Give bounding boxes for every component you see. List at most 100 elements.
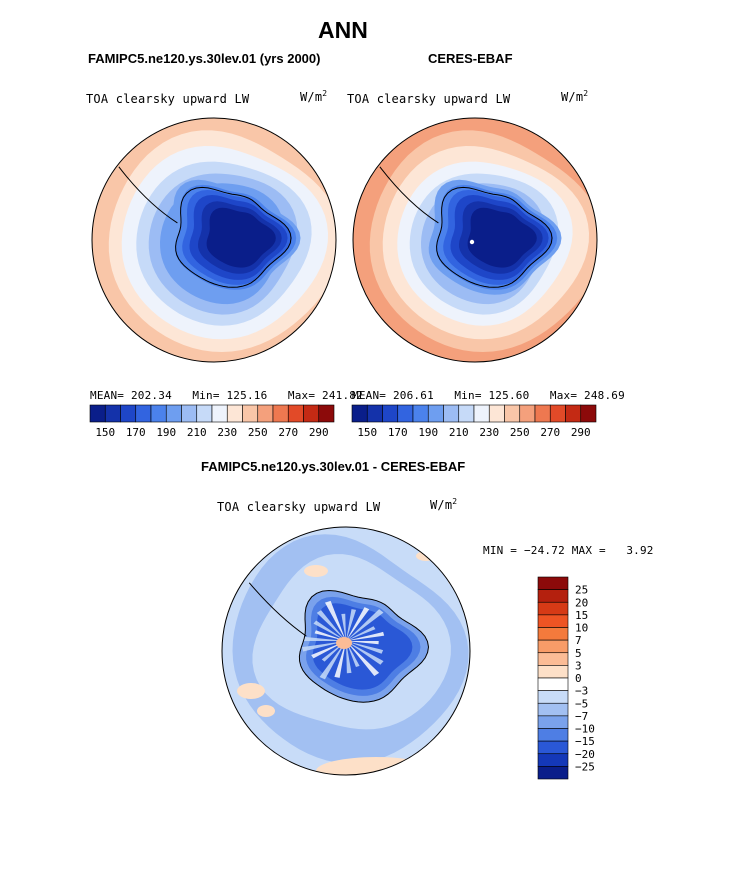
colorbar-swatch	[287, 404, 304, 423]
map-interior-streak	[334, 641, 346, 678]
colorbar-swatch	[89, 404, 106, 423]
map-border	[91, 117, 337, 363]
map-coastline	[175, 186, 292, 288]
colorbar-swatch	[537, 652, 569, 666]
map-pole-hole	[469, 239, 475, 245]
map-warm-patch	[237, 683, 265, 699]
map-interior-streak	[314, 630, 346, 641]
diff-units-label: W/m2	[430, 497, 458, 512]
colorbar-swatch	[537, 740, 569, 755]
model-stats: MEAN= 202.34 Min= 125.16 Max= 241.82	[90, 389, 363, 402]
obs-stats: MEAN= 206.61 Min= 125.60 Max= 248.69	[352, 389, 625, 402]
diff-stats: MIN = −24.72 MAX = 3.92	[483, 544, 654, 557]
colorbar-swatch	[196, 404, 213, 423]
colorbar-tick-label: 190	[418, 426, 438, 439]
colorbar-tick-label: 230	[479, 426, 499, 439]
colorbar-swatch	[458, 404, 475, 423]
model-max-label: Max=	[287, 389, 316, 402]
obs-min-label: Min=	[454, 389, 482, 402]
map-coastline	[436, 186, 553, 288]
map-interior-streak	[346, 631, 385, 641]
colorbar-swatch	[537, 753, 569, 767]
map-interior-streak	[346, 641, 384, 665]
model-variable-label: TOA clearsky upward LW	[86, 92, 250, 106]
colorbar-tick-label: 20	[575, 596, 588, 609]
colorbar-swatch	[181, 404, 198, 423]
colorbar-tick-label: 10	[575, 622, 588, 635]
colorbar-swatch	[537, 614, 569, 628]
colorbar-swatch	[537, 576, 569, 590]
colorbar-tick-label: 270	[540, 426, 560, 439]
colorbar-tick-label: −15	[575, 735, 595, 748]
map-fill-group	[353, 118, 597, 362]
colorbar-swatch	[211, 404, 228, 423]
colorbar-swatch	[580, 404, 597, 423]
colorbar-swatch	[537, 601, 569, 616]
colorbar-swatch	[537, 665, 569, 679]
colorbar-swatch	[473, 404, 490, 423]
map-interior-streak	[341, 613, 346, 641]
colorbar-swatch	[537, 589, 569, 603]
colorbar-tick-label: 170	[388, 426, 408, 439]
colorbar-swatch	[272, 404, 289, 423]
colorbar-swatch	[397, 404, 414, 423]
map-interior-streak	[319, 641, 346, 680]
obs-mean-label: MEAN=	[352, 389, 387, 402]
map-coastline	[298, 589, 430, 703]
colorbar-swatch	[537, 766, 569, 780]
obs-variable-label: TOA clearsky upward LW	[347, 92, 511, 106]
obs-max-value: 248.69	[584, 389, 625, 402]
figure-title: ANN	[318, 17, 368, 43]
map-interior-streak	[346, 626, 376, 641]
colorbar-swatch	[318, 404, 335, 423]
map-warm-patch	[304, 565, 328, 577]
map-border	[221, 526, 471, 776]
colorbar-swatch	[351, 404, 368, 423]
map-warm-patch	[257, 705, 275, 717]
colorbar-tick-label: −3	[575, 685, 588, 698]
model-units-label: W/m2	[300, 89, 328, 104]
colorbar-swatch	[504, 404, 521, 423]
model-min-value: 125.16	[226, 389, 268, 402]
colorbar-swatch	[488, 404, 505, 423]
colorbar-swatch	[549, 404, 566, 423]
map-interior-streak	[346, 641, 384, 654]
colorbar-tick-label: 3	[575, 659, 582, 672]
obs-mean-value: 206.61	[392, 389, 434, 402]
map-fill-group	[92, 118, 336, 362]
colorbar-swatch	[537, 677, 569, 691]
map-peninsula-coast	[118, 166, 178, 224]
colorbar-swatch	[120, 404, 137, 423]
map-interior-streak	[346, 641, 380, 676]
colorbar-tick-label: 210	[187, 426, 207, 439]
map-famipc5-ne120-ys-30lev-01-yrs-2000-	[91, 117, 337, 363]
colorbar-tick-label: 290	[571, 426, 591, 439]
colorbar-tick-label: 150	[95, 426, 115, 439]
colorbar-0: 150 170 190 210 230 250 270 290	[89, 404, 335, 439]
map-interior-streak	[346, 609, 357, 641]
map-difference	[221, 526, 471, 776]
obs-panel-title: CERES-EBAF	[428, 51, 513, 66]
colorbar-tick-label: 190	[156, 426, 176, 439]
obs-max-label: Max=	[549, 389, 578, 402]
map-interior-streak	[346, 641, 352, 674]
obs-min-value: 125.60	[488, 389, 530, 402]
model-max-value: 241.82	[322, 389, 363, 402]
map-pole-patch	[336, 637, 352, 649]
colorbar-tick-label: 230	[217, 426, 237, 439]
colorbar-tick-label: 15	[575, 609, 588, 622]
diff-min-value: −24.72	[523, 544, 565, 557]
colorbar-swatch	[412, 404, 429, 423]
map-interior-streak	[346, 641, 360, 667]
map-interior-streak	[346, 607, 370, 641]
colorbar-tick-label: −10	[575, 723, 595, 736]
colorbar-tick-label: 210	[449, 426, 469, 439]
model-min-label: Min=	[192, 389, 220, 402]
colorbar-swatch	[537, 702, 569, 717]
colorbar-tick-label: −7	[575, 710, 588, 723]
diff-variable-label: TOA clearsky upward LW	[217, 500, 381, 514]
map-peninsula-coast	[379, 166, 439, 224]
map-interior-streak	[316, 610, 346, 641]
